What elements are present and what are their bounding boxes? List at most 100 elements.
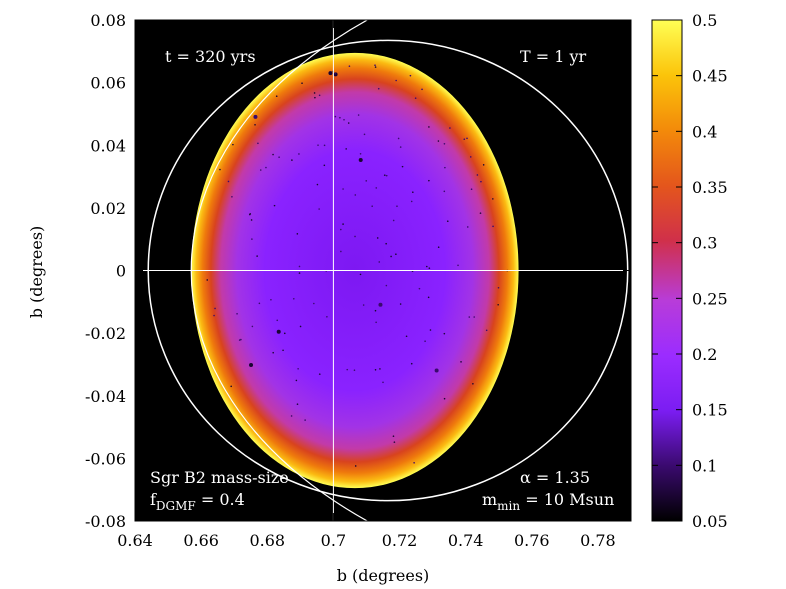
y-tick-label: -0.06 — [85, 449, 126, 468]
speckle-dot — [219, 168, 221, 171]
speckle-dot — [437, 246, 440, 249]
speckle-dot — [276, 319, 279, 322]
speckle-dot — [405, 335, 408, 338]
speckle-dot — [390, 255, 392, 258]
speckle-dot — [378, 302, 383, 307]
speckle-dot — [206, 279, 209, 281]
speckle-dot — [258, 302, 261, 305]
speckle-dot — [385, 284, 388, 287]
annotation-time: t = 320 yrs — [165, 47, 256, 66]
speckle-dot — [374, 66, 377, 68]
speckle-dot — [354, 235, 356, 238]
speckle-dot — [334, 115, 337, 118]
x-axis-title: b (degrees) — [337, 566, 430, 585]
speckle-dot — [418, 287, 421, 290]
speckle-dot — [412, 191, 414, 194]
colorbar-tick-label: 0.25 — [692, 289, 728, 308]
speckle-dot — [342, 188, 344, 190]
speckle-dot — [236, 312, 238, 315]
speckle-dot — [414, 97, 417, 99]
y-tick-label: 0.08 — [90, 11, 126, 30]
x-tick-label: 0.66 — [183, 531, 219, 550]
speckle-dot — [396, 205, 398, 208]
speckle-dot — [482, 164, 485, 166]
speckle-dot — [392, 219, 395, 222]
mmin-value: = 10 Msun — [520, 490, 614, 509]
x-tick-label: 0.68 — [249, 531, 285, 550]
speckle-dot — [353, 369, 356, 371]
speckle-dot — [449, 127, 451, 129]
speckle-dot — [371, 205, 373, 208]
speckle-dot — [424, 340, 426, 343]
speckle-dot — [377, 87, 380, 90]
speckle-dot — [296, 233, 299, 235]
colorbar: 0.5 0.45 0.4 0.35 0.3 0.25 0.2 0.15 0.1 0.05 — [651, 11, 728, 531]
speckle-dot — [250, 219, 253, 221]
speckle-dot — [323, 164, 326, 167]
x-tick-label: 0.64 — [117, 531, 153, 550]
speckle-dot — [378, 261, 381, 263]
speckle-dot — [446, 220, 449, 223]
speckle-dot — [304, 419, 306, 421]
colorbar-gradient-bar — [651, 19, 683, 522]
speckle-dot — [395, 79, 397, 82]
x-tick-label: 0.74 — [448, 531, 484, 550]
speckle-dot — [443, 190, 446, 193]
speckle-dot — [290, 415, 293, 417]
speckle-dot — [298, 272, 301, 274]
speckle-dot — [468, 316, 471, 318]
speckle-dot — [428, 267, 431, 269]
speckle-dot — [363, 133, 366, 136]
speckle-dot — [270, 298, 272, 301]
speckle-dot — [265, 166, 267, 169]
speckle-dot — [385, 242, 387, 245]
colorbar-tick-label: 0.05 — [692, 512, 728, 531]
speckle-dot — [227, 180, 230, 183]
speckle-dot — [256, 255, 258, 257]
speckle-dot — [346, 368, 349, 371]
speckle-dot — [485, 329, 488, 332]
speckle-dot — [354, 465, 357, 467]
fdgmf-value: = 0.4 — [196, 490, 245, 509]
speckle-dot — [343, 118, 345, 121]
speckle-dot — [428, 179, 430, 182]
x-tick-label: 0.72 — [382, 531, 418, 550]
y-tick-label: 0 — [116, 262, 126, 281]
speckle-dot — [249, 362, 254, 367]
speckle-dot — [437, 140, 440, 142]
speckle-dot — [428, 126, 430, 128]
speckle-dot — [358, 157, 363, 162]
y-tick-label: -0.04 — [85, 387, 126, 406]
speckle-dot — [340, 250, 342, 253]
speckle-dot — [282, 349, 284, 352]
speckle-dot — [479, 212, 482, 214]
speckle-dot — [421, 88, 423, 91]
speckle-dot — [259, 169, 262, 171]
speckle-dot — [374, 309, 377, 312]
speckle-dot — [395, 253, 397, 255]
speckle-dot — [426, 265, 428, 268]
speckle-dot — [357, 114, 360, 116]
speckle-dot — [249, 213, 252, 215]
speckle-dot — [375, 321, 377, 324]
speckle-dot — [466, 226, 469, 228]
speckle-dot — [345, 148, 347, 150]
speckle-dot — [339, 116, 341, 119]
speckle-dot — [257, 142, 259, 145]
speckle-dot — [275, 95, 278, 97]
speckle-dot — [334, 72, 337, 75]
colorbar-tick-label: 0.2 — [692, 345, 717, 364]
speckle-dot — [427, 296, 430, 299]
speckle-dot — [316, 183, 319, 186]
speckle-dot — [469, 156, 472, 158]
y-axis-ticks: 0.08 0.06 0.04 0.02 0 -0.02 -0.04 -0.06 -0.08 — [85, 11, 631, 531]
x-tick-label: 0.78 — [580, 531, 616, 550]
speckle-dot — [254, 123, 256, 126]
annotation-mmin: mmin = 10 Msun — [482, 490, 614, 513]
speckle-dot — [273, 204, 276, 207]
speckle-dot — [278, 156, 280, 158]
speckle-dot — [382, 381, 384, 384]
speckle-dot — [443, 143, 446, 145]
speckle-dot — [253, 114, 258, 119]
speckle-dot — [497, 286, 500, 289]
